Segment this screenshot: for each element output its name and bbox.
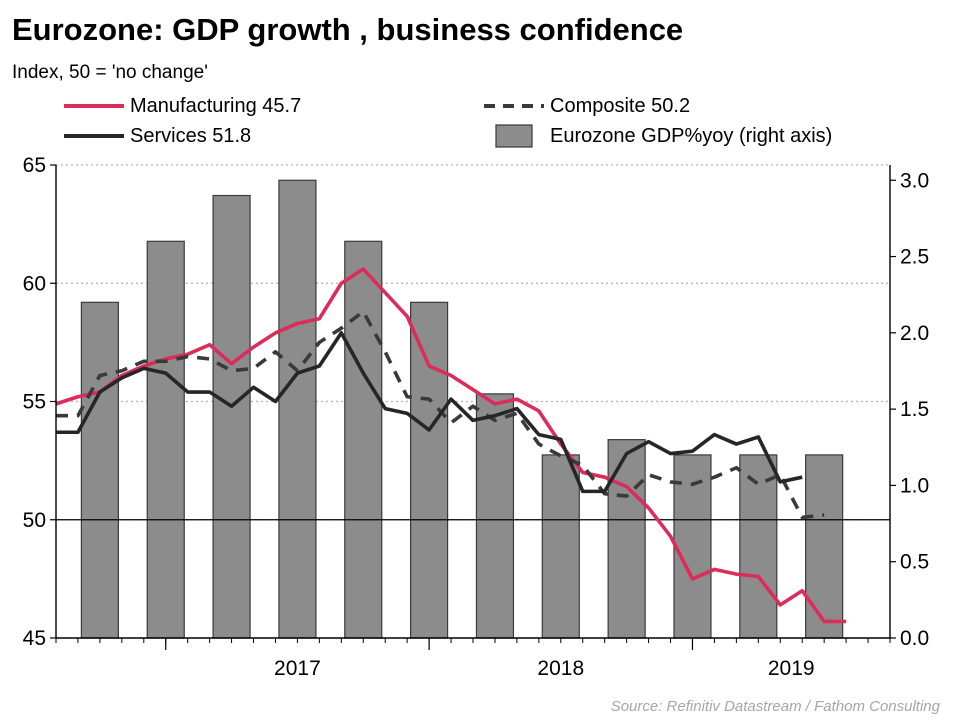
x-axis-ticks: 2017 2018 2019 [55,638,891,680]
gdp-bar-2016-Q3 [80,301,119,639]
left-axis-ticks: 45 50 55 60 65 [23,154,56,650]
right-axis-ticks: 0.0 0.5 1.0 1.5 2.0 2.5 3.0 [890,169,929,650]
series-line-services [56,331,803,494]
legend-swatch-manufacturing [64,104,124,108]
gdp-bars [80,179,844,639]
gdp-bar-2018-Q3 [607,439,646,639]
year-label-2019: 2019 [768,657,815,680]
right-tick-label-3.0: 3.0 [900,169,929,192]
left-tick-label-55: 55 [23,391,46,414]
legend-swatch-gdp [495,124,533,148]
legend-label-services: Services 51.8 [130,125,252,147]
legend-label-manufacturing: Manufacturing 45.7 [130,95,302,117]
gdp-bar-2017-Q3 [344,240,383,639]
gdp-bar-2019-Q1 [739,454,778,639]
legend-swatch-composite [484,104,544,108]
series-lines [55,267,847,624]
left-tick-label-60: 60 [23,272,46,295]
right-tick-label-2.5: 2.5 [900,246,929,269]
right-tick-label-2.0: 2.0 [900,322,929,345]
legend-swatch-services [64,134,124,138]
gdp-bar-2017-Q1 [212,194,251,639]
gdp-bar-2018-Q2 [541,454,580,639]
right-tick-label-0.0: 0.0 [900,627,929,650]
right-tick-label-1.5: 1.5 [900,398,929,421]
gdp-bar-2017-Q2 [278,179,317,639]
year-label-2017: 2017 [274,657,321,680]
year-label-2018: 2018 [537,657,584,680]
gdp-bar-2017-Q4 [410,301,449,639]
gdp-bar-2019-Q2 [805,454,844,639]
series-line-composite [56,309,825,520]
source-note: Source: Refinitiv Datastream / Fathom Co… [610,698,940,715]
chart-subtitle: Index, 50 = 'no change' [12,62,208,83]
legend-label-composite: Composite 50.2 [550,95,691,117]
gdp-bar-2016-Q4 [146,240,185,639]
series-line-manufacturing [55,267,847,624]
left-tick-label-65: 65 [23,154,46,177]
gdp-bar-2018-Q1 [475,393,515,639]
chart-title: Eurozone: GDP growth , business confiden… [12,12,684,47]
left-tick-label-50: 50 [23,509,46,532]
right-tick-label-0.5: 0.5 [900,551,929,574]
legend-label-gdp: Eurozone GDP%yoy (right axis) [550,125,833,147]
right-tick-label-1.0: 1.0 [900,474,929,497]
left-tick-label-45: 45 [23,627,46,650]
